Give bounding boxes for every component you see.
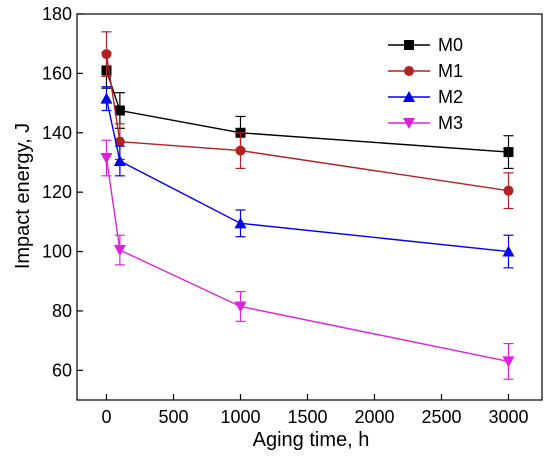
data-point	[502, 245, 515, 257]
x-tick-label: 0	[101, 407, 111, 427]
legend-label: M1	[438, 61, 463, 81]
data-point	[502, 356, 515, 368]
plot-border	[76, 13, 543, 401]
x-tick-label: 3000	[488, 407, 528, 427]
data-point	[101, 49, 112, 60]
series-m1	[101, 31, 514, 210]
series-line	[105, 70, 509, 153]
data-point	[503, 147, 514, 158]
plot-frame	[76, 13, 543, 401]
data-point	[100, 92, 113, 104]
data-point	[234, 217, 247, 229]
data-point	[113, 154, 126, 166]
legend-label: M2	[438, 87, 463, 107]
series-line	[105, 53, 509, 192]
series-m3	[100, 139, 515, 380]
x-tick-label: 500	[158, 407, 188, 427]
legend-marker	[404, 66, 414, 76]
legend-item-m2: M2	[388, 87, 463, 107]
y-tick-label: 80	[52, 301, 72, 321]
series-line	[105, 157, 509, 363]
y-tick-label: 60	[52, 360, 72, 380]
legend-marker	[403, 91, 415, 102]
legend-label: M3	[438, 113, 463, 133]
y-tick-label: 120	[42, 182, 72, 202]
legend-item-m3: M3	[388, 113, 463, 133]
y-tick-label: 100	[42, 242, 72, 262]
legend-item-m0: M0	[388, 35, 463, 55]
data-point	[235, 145, 246, 156]
data-point	[113, 245, 126, 257]
data-point	[234, 301, 247, 313]
y-axis-label: Impact energy, J	[12, 123, 34, 269]
data-point	[100, 153, 113, 165]
legend: M0 M1 M2 M3	[388, 35, 463, 133]
y-tick-label: 140	[42, 123, 72, 143]
x-axis-label: Aging time, h	[253, 429, 370, 451]
y-tick-label: 160	[42, 63, 72, 83]
x-tick-label: 1000	[220, 407, 260, 427]
legend-item-m1: M1	[388, 61, 463, 81]
y-tick-label: 180	[42, 4, 72, 24]
series-layer	[100, 31, 515, 380]
x-tick-label: 2000	[354, 407, 394, 427]
data-point	[503, 185, 514, 196]
x-tick-label: 1500	[287, 407, 327, 427]
tick-layer: 0 500 1000 1500 2000 2500 3000 60 80 100 120 140 160…	[42, 4, 529, 427]
series-m2	[100, 86, 515, 269]
series-line	[105, 98, 509, 253]
x-tick-label: 2500	[421, 407, 461, 427]
data-point	[114, 105, 125, 116]
legend-marker	[404, 40, 414, 50]
data-point	[114, 136, 125, 147]
legend-label: M0	[438, 35, 463, 55]
legend-marker	[403, 118, 415, 129]
